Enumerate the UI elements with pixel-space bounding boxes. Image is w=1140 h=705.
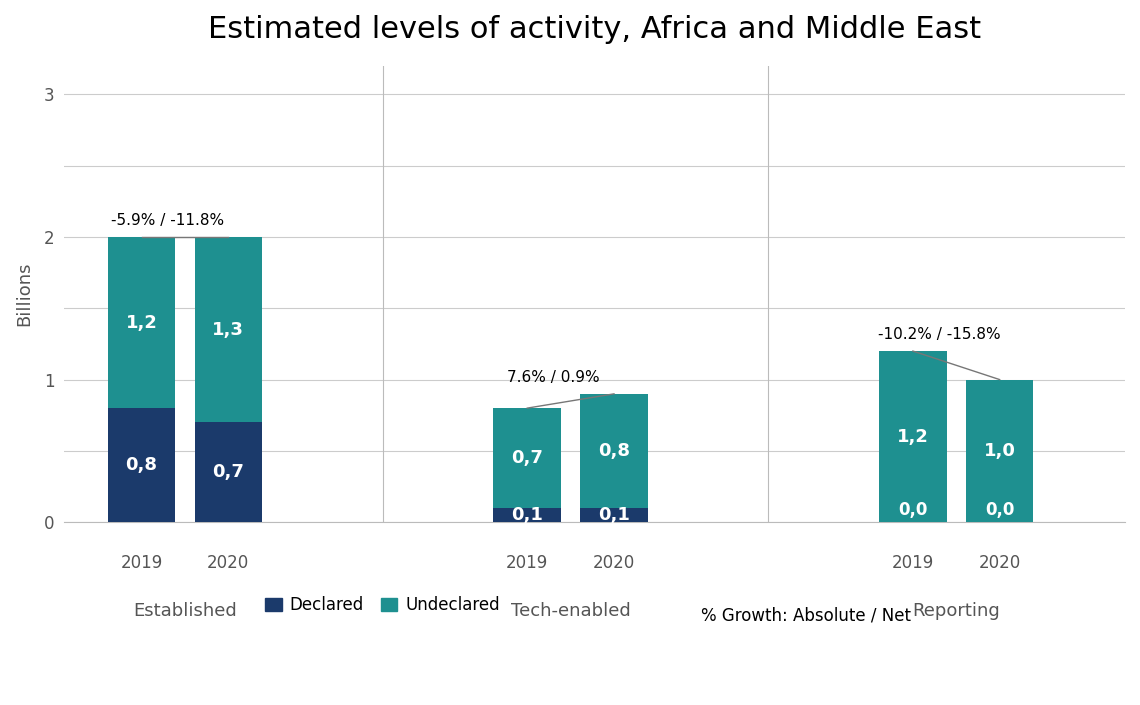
Text: 0,7: 0,7 [512, 449, 543, 467]
Text: 2020: 2020 [593, 554, 635, 572]
Text: Reporting: Reporting [912, 602, 1000, 620]
Text: 1,2: 1,2 [125, 314, 157, 331]
Text: 0,0: 0,0 [985, 501, 1015, 520]
Text: 1,2: 1,2 [897, 428, 929, 446]
Text: 0,0: 0,0 [898, 501, 928, 520]
Text: 2020: 2020 [978, 554, 1020, 572]
Text: 2019: 2019 [506, 554, 548, 572]
Text: 2019: 2019 [121, 554, 163, 572]
Y-axis label: Billions: Billions [15, 262, 33, 326]
Text: Established: Established [133, 602, 237, 620]
Bar [580, 508, 648, 522]
Text: 0,8: 0,8 [125, 456, 157, 474]
Bar [580, 394, 648, 508]
Bar [108, 237, 176, 408]
Text: -10.2% / -15.8%: -10.2% / -15.8% [878, 328, 1000, 343]
Bar [195, 422, 262, 522]
Bar [494, 508, 561, 522]
Text: -5.9% / -11.8%: -5.9% / -11.8% [111, 214, 225, 228]
Legend: Declared, Undeclared: Declared, Undeclared [264, 596, 500, 614]
Text: 1,3: 1,3 [212, 321, 244, 338]
Text: 2019: 2019 [891, 554, 934, 572]
Text: 0,8: 0,8 [598, 442, 630, 460]
Text: 2020: 2020 [207, 554, 250, 572]
Bar [966, 379, 1033, 522]
Bar [195, 237, 262, 422]
Text: Tech-enabled: Tech-enabled [511, 602, 630, 620]
Title: Estimated levels of activity, Africa and Middle East: Estimated levels of activity, Africa and… [209, 15, 982, 44]
Bar [494, 408, 561, 508]
Text: 1,0: 1,0 [984, 442, 1016, 460]
Bar [879, 351, 946, 522]
Text: 0,7: 0,7 [212, 463, 244, 482]
Text: 0,1: 0,1 [512, 506, 543, 524]
Text: 0,1: 0,1 [598, 506, 630, 524]
Text: 7.6% / 0.9%: 7.6% / 0.9% [507, 370, 600, 386]
Bar [108, 408, 176, 522]
Text: % Growth: Absolute / Net: % Growth: Absolute / Net [701, 607, 911, 625]
